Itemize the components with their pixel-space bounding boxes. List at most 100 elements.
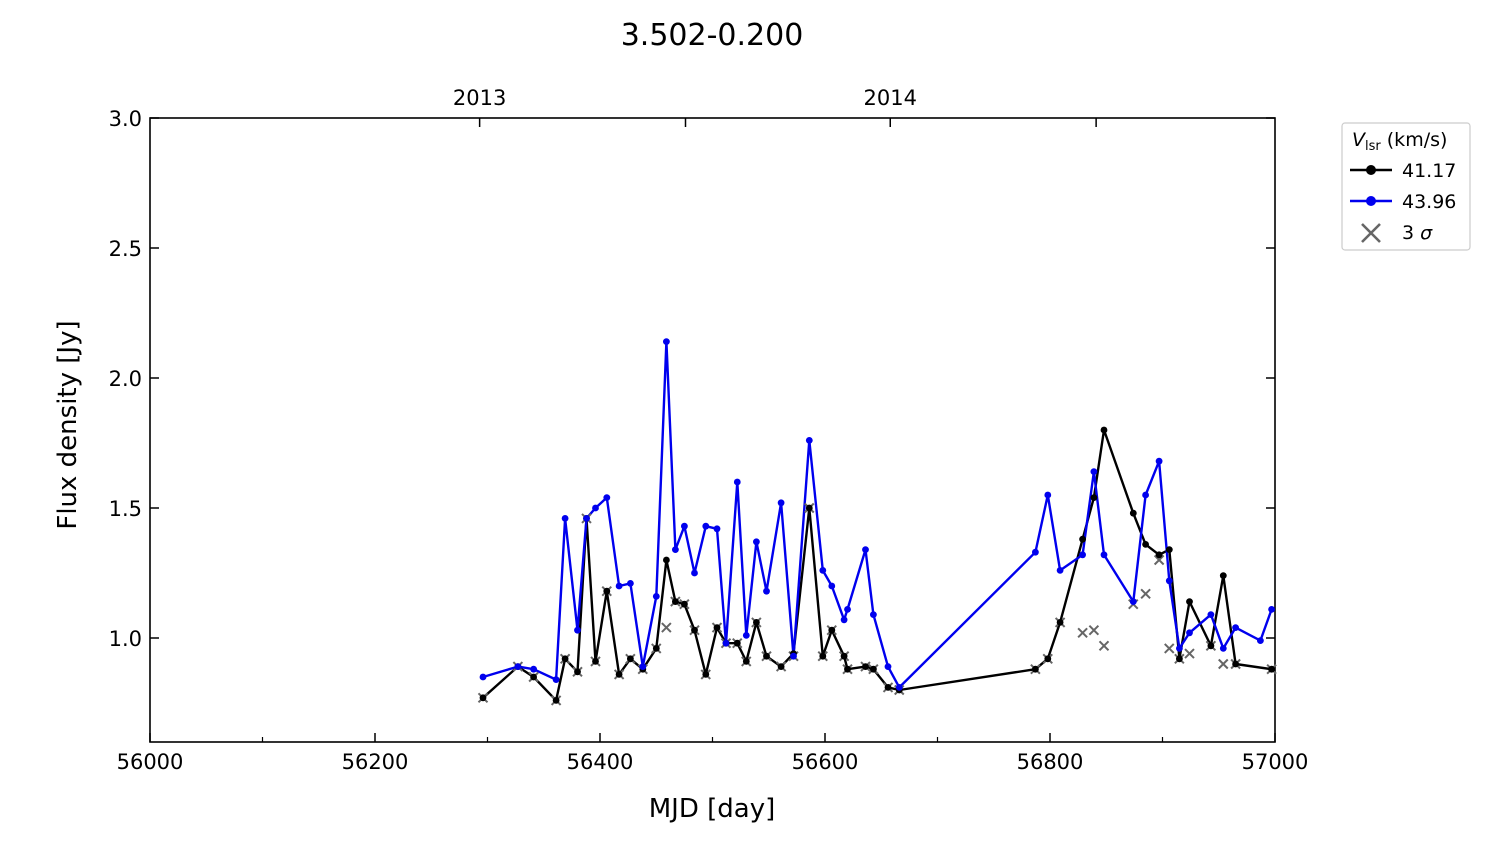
sigma-marker-38	[1077, 627, 1088, 639]
y-tick-label-3: 3.0	[109, 107, 142, 131]
y-tick-label-1.5: 1.5	[109, 497, 142, 521]
x-tick-label-56800: 56800	[1017, 750, 1084, 774]
series-0-point-7	[592, 658, 599, 665]
series-0-point-21	[742, 658, 750, 665]
legend-title-sub: lsr	[1365, 139, 1381, 154]
series-1-point-28	[828, 582, 836, 590]
series-1-point-1	[514, 663, 522, 670]
legend-marker-43-96	[1366, 196, 1376, 206]
series-1-point-31	[862, 546, 869, 553]
series-1-point-37	[1056, 567, 1064, 574]
legend-marker-41-17	[1366, 165, 1376, 175]
sigma-marker-42	[1140, 588, 1151, 600]
axis-ticks: 56000 56200 56400 56600 56800 57000 1.0 1.5 2.0 2…	[109, 86, 1309, 774]
series-0-point-40	[1100, 426, 1108, 434]
series-1-point-34	[895, 684, 903, 691]
series-1-point-3	[552, 676, 560, 683]
series-1-point-23	[763, 587, 770, 595]
series-1-point-9	[615, 582, 623, 590]
series-1-point-50	[1257, 637, 1264, 644]
y-tick-label-1: 1.0	[109, 627, 142, 651]
series-1-point-18	[713, 525, 721, 533]
series-0-point-3	[552, 697, 560, 704]
x-tick-label-56200: 56200	[342, 750, 409, 774]
series-1-point-25	[790, 652, 797, 660]
series-0-point-38	[1079, 535, 1086, 543]
series-lines	[482, 340, 1273, 702]
legend-sigma-prefix: 3	[1402, 222, 1420, 244]
legend-entry-43-96: 43.96	[1350, 191, 1456, 213]
series-0-point-2	[530, 673, 537, 681]
series-1-point-29	[840, 616, 848, 624]
series-1-point-4	[561, 515, 569, 522]
series-0-point-32	[870, 665, 877, 673]
series-0-point-22	[753, 619, 760, 626]
series-1-point-45	[1176, 645, 1183, 652]
series-line-0	[482, 428, 1272, 702]
series-1-point-27	[819, 567, 827, 574]
legend-label-3-sigma: 3 σ	[1402, 222, 1433, 244]
series-0-point-10	[627, 655, 634, 663]
series-0-point-5	[574, 668, 581, 676]
sigma-marker-46	[1184, 648, 1195, 659]
series-1-point-5	[574, 626, 581, 634]
top-tick-label-2014: 2014	[864, 86, 917, 110]
series-0-point-8	[603, 587, 611, 595]
legend-sigma-symbol: σ	[1420, 222, 1433, 244]
series-0-point-36	[1044, 655, 1052, 663]
series-1-point-42	[1142, 491, 1149, 499]
sigma-marker-40	[1098, 640, 1110, 652]
series-0-point-18	[713, 624, 721, 631]
legend-box	[1341, 122, 1471, 251]
series-1-point-39	[1090, 468, 1098, 475]
series-1-point-49	[1232, 624, 1239, 631]
series-1-point-33	[884, 663, 892, 670]
series-0-point-0	[479, 694, 487, 702]
series-0-point-4	[561, 655, 569, 663]
sigma-marker-13	[661, 622, 672, 633]
series-0-point-30	[844, 665, 851, 673]
series-0-point-45	[1176, 655, 1183, 663]
y-tick-label-2.5: 2.5	[109, 237, 142, 261]
series-1-point-43	[1155, 457, 1163, 465]
series-1-point-0	[479, 673, 487, 681]
series-0-point-47	[1207, 642, 1215, 650]
series-1-point-17	[702, 522, 710, 530]
series-1-point-15	[681, 522, 688, 530]
series-0-point-15	[681, 600, 688, 608]
series-0-point-16	[691, 626, 698, 634]
legend: Vlsr (km/s) 41.17 43.96 3 σ	[1341, 122, 1471, 251]
series-0-point-43	[1155, 551, 1163, 559]
series-1-point-41	[1129, 598, 1137, 605]
series-0-point-48	[1219, 572, 1227, 579]
series-1-point-2	[530, 665, 537, 673]
series-1-point-11	[639, 663, 647, 670]
sigma-marker-39	[1088, 624, 1100, 636]
x-tick-label-56400: 56400	[567, 750, 634, 774]
series-1-point-19	[722, 639, 730, 647]
series-0-point-35	[1032, 665, 1039, 673]
series-0-point-24	[777, 663, 785, 670]
series-1-point-7	[592, 504, 599, 512]
series-0-point-31	[862, 663, 869, 670]
series-0-point-20	[733, 639, 741, 647]
sigma-marker-43	[1153, 554, 1165, 566]
series-0-point-44	[1165, 546, 1173, 553]
chart-title: 3.502-0.200	[621, 18, 804, 53]
legend-title-v: V	[1352, 129, 1367, 151]
x-tick-label-56000: 56000	[117, 750, 184, 774]
series-0-point-29	[840, 652, 848, 660]
series-1-point-40	[1100, 551, 1108, 559]
legend-label-41-17: 41.17	[1402, 160, 1456, 182]
x-tick-label-57000: 57000	[1242, 750, 1309, 774]
legend-title-rest: (km/s)	[1381, 129, 1448, 151]
series-0-point-41	[1129, 509, 1137, 517]
legend-label-43-96: 43.96	[1402, 191, 1456, 213]
series-0-point-17	[702, 671, 710, 678]
y-tick-label-2: 2.0	[109, 367, 142, 391]
series-0-point-42	[1142, 541, 1149, 548]
series-1-point-38	[1079, 551, 1086, 559]
legend-entry-3-sigma: 3 σ	[1361, 222, 1433, 244]
series-0-point-39	[1090, 494, 1098, 501]
